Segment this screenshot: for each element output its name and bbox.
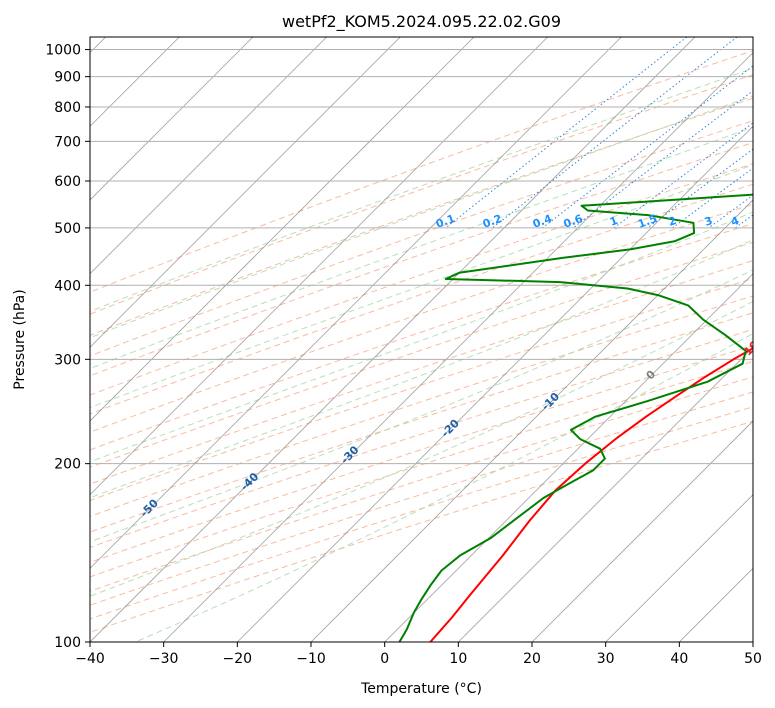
- mixing-ratio-label: 0.2: [481, 212, 504, 231]
- x-tick-label: 30: [597, 651, 615, 667]
- isotherm: [90, 37, 622, 569]
- y-axis: 100 200 300 400 500 600 700 800 900 1000: [45, 43, 90, 651]
- moist-adiabat: [90, 164, 753, 409]
- isotherm: [90, 37, 475, 422]
- temperature-line: [429, 347, 753, 642]
- isotherm: [237, 125, 753, 642]
- x-tick-label: −40: [75, 651, 105, 667]
- mixing-ratio-label: 1.5: [636, 212, 659, 231]
- chart-title: wetPf2_KOM5.2024.095.22.02.G09: [282, 12, 561, 32]
- dewpoint-line: [398, 193, 753, 642]
- x-axis-label: Temperature (°C): [360, 681, 482, 697]
- moist-adiabat: [90, 211, 753, 463]
- isotherm: [458, 346, 753, 642]
- dry-adiabat: [90, 141, 753, 377]
- mixing-ratio-line: [445, 37, 688, 229]
- isotherm: [163, 52, 753, 642]
- x-tick-label: −30: [149, 651, 179, 667]
- moist-adiabats: [90, 67, 753, 642]
- y-tick-label: 300: [54, 352, 81, 368]
- isotherm: [310, 199, 753, 642]
- y-tick-label: 600: [54, 174, 81, 190]
- x-tick-label: 50: [744, 651, 762, 667]
- dry-adiabat: [90, 328, 753, 548]
- moist-adiabat: [135, 332, 753, 642]
- moist-adiabat: [90, 95, 753, 339]
- y-tick-label: 500: [54, 221, 81, 237]
- mixing-ratio-label: 0.6: [562, 212, 585, 231]
- isotherm-label: 10: [741, 338, 761, 358]
- moist-adiabat: [90, 126, 753, 370]
- dry-adiabat: [90, 420, 753, 633]
- mixing-ratio-label: 2: [666, 214, 678, 229]
- dry-adiabat: [90, 345, 753, 563]
- x-tick-label: 0: [380, 651, 389, 667]
- mixing-ratio-label: 0.1: [434, 212, 457, 231]
- x-tick-label: −20: [223, 651, 253, 667]
- pressure-gridlines: [90, 49, 753, 642]
- plot-area: -100-90-80-70-60-50-40-30-20-10010203040…: [90, 37, 761, 642]
- y-tick-label: 700: [54, 134, 81, 150]
- mixing-ratio-label: 4: [729, 214, 741, 229]
- x-tick-label: 10: [449, 651, 467, 667]
- x-tick-label: 40: [670, 651, 688, 667]
- x-tick-label: 20: [523, 651, 541, 667]
- isotherm: [90, 37, 401, 348]
- isotherm: [90, 37, 327, 275]
- dry-adiabat: [90, 50, 753, 293]
- mixing-ratio-label: 1: [608, 214, 620, 229]
- isotherm: [90, 37, 254, 201]
- dry-adiabat: [90, 120, 753, 357]
- dry-adiabats: [90, 50, 753, 633]
- y-tick-label: 100: [54, 635, 81, 651]
- mixing-ratio-line: [542, 65, 753, 229]
- sounding-series: [398, 193, 753, 642]
- isotherm: [90, 37, 548, 496]
- plot-frame: [89, 36, 754, 643]
- y-tick-label: 400: [54, 278, 81, 294]
- y-tick-label: 200: [54, 457, 81, 473]
- dry-adiabat: [90, 97, 753, 336]
- y-tick-label: 800: [54, 100, 81, 116]
- y-tick-label: 900: [54, 70, 81, 86]
- isotherm: [90, 37, 696, 642]
- x-axis: −40 −30 −20 −10 0 10 20 30 40 50: [75, 642, 762, 667]
- mixing-ratio-label: 3: [703, 214, 715, 229]
- x-tick-label: −10: [296, 651, 326, 667]
- moist-adiabat: [90, 67, 753, 312]
- mixing-ratio-line: [613, 122, 753, 229]
- mixing-ratio-label: 0.4: [531, 212, 554, 231]
- isotherm: [605, 494, 753, 642]
- y-tick-label: 1000: [45, 43, 81, 59]
- isotherm: [531, 420, 753, 642]
- y-axis-label: Pressure (hPa): [12, 289, 28, 389]
